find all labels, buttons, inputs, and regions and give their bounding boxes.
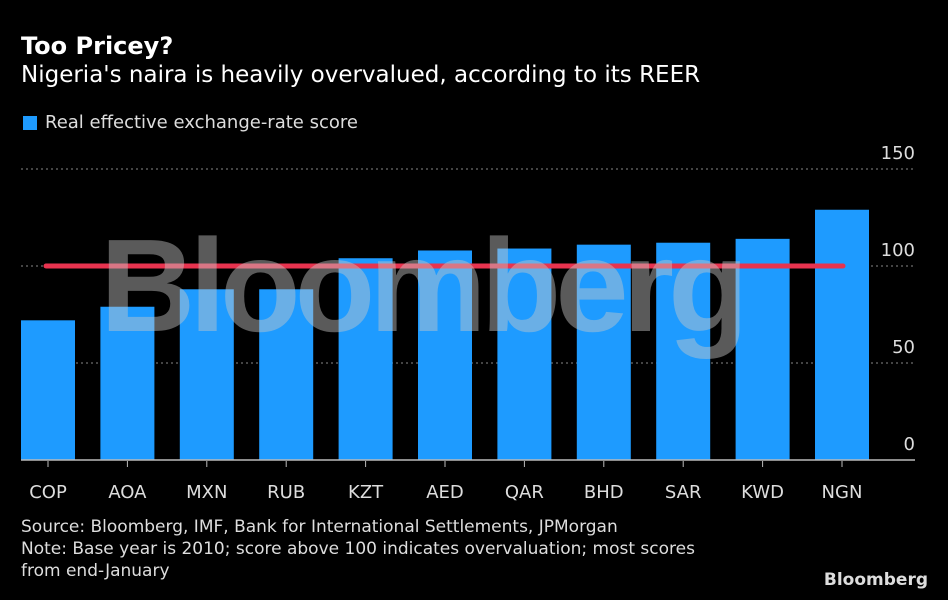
bloomberg-logo: Bloomberg [823, 570, 928, 590]
bar-kzt [338, 258, 393, 460]
legend-label: Real effective exchange-rate score [45, 112, 358, 133]
x-tick-label: BHD [584, 482, 624, 503]
note-line-1: Note: Base year is 2010; score above 100… [21, 539, 695, 559]
y-tick-label: 100 [881, 240, 915, 261]
bar-sar [656, 242, 711, 460]
source-line: Source: Bloomberg, IMF, Bank for Interna… [21, 517, 618, 537]
bar-qar [497, 248, 552, 460]
bar-mxn [179, 289, 234, 460]
chart-title: Too Pricey? [21, 32, 174, 60]
bar-aoa [100, 306, 155, 460]
bar-aed [418, 250, 472, 460]
note-line-2: from end-January [21, 561, 170, 581]
chart-subtitle: Nigeria's naira is heavily overvalued, a… [21, 62, 701, 88]
x-tick-label: MXN [186, 482, 227, 503]
bar-kwd [735, 238, 790, 460]
x-tick-label: RUB [267, 482, 305, 503]
x-tick-label: NGN [822, 482, 863, 503]
bar-cop [21, 320, 75, 460]
x-tick-label: AOA [108, 482, 147, 503]
legend-swatch [23, 115, 37, 130]
x-tick-label: AED [426, 482, 464, 503]
x-tick-label: QAR [505, 482, 544, 503]
x-tick-label: KWD [741, 482, 784, 503]
x-tick-label: SAR [665, 482, 702, 503]
source-note: Source: Bloomberg, IMF, Bank for Interna… [21, 516, 781, 582]
legend: Real effective exchange-rate score [23, 112, 358, 133]
bar-rub [259, 289, 314, 460]
bar-ngn [815, 209, 869, 460]
bar-bhd [576, 244, 631, 460]
x-tick-label: KZT [348, 482, 384, 503]
y-tick-label: 50 [892, 337, 915, 358]
y-tick-label: 0 [904, 434, 915, 455]
x-tick-label: COP [29, 482, 67, 503]
y-tick-label: 150 [881, 143, 915, 164]
